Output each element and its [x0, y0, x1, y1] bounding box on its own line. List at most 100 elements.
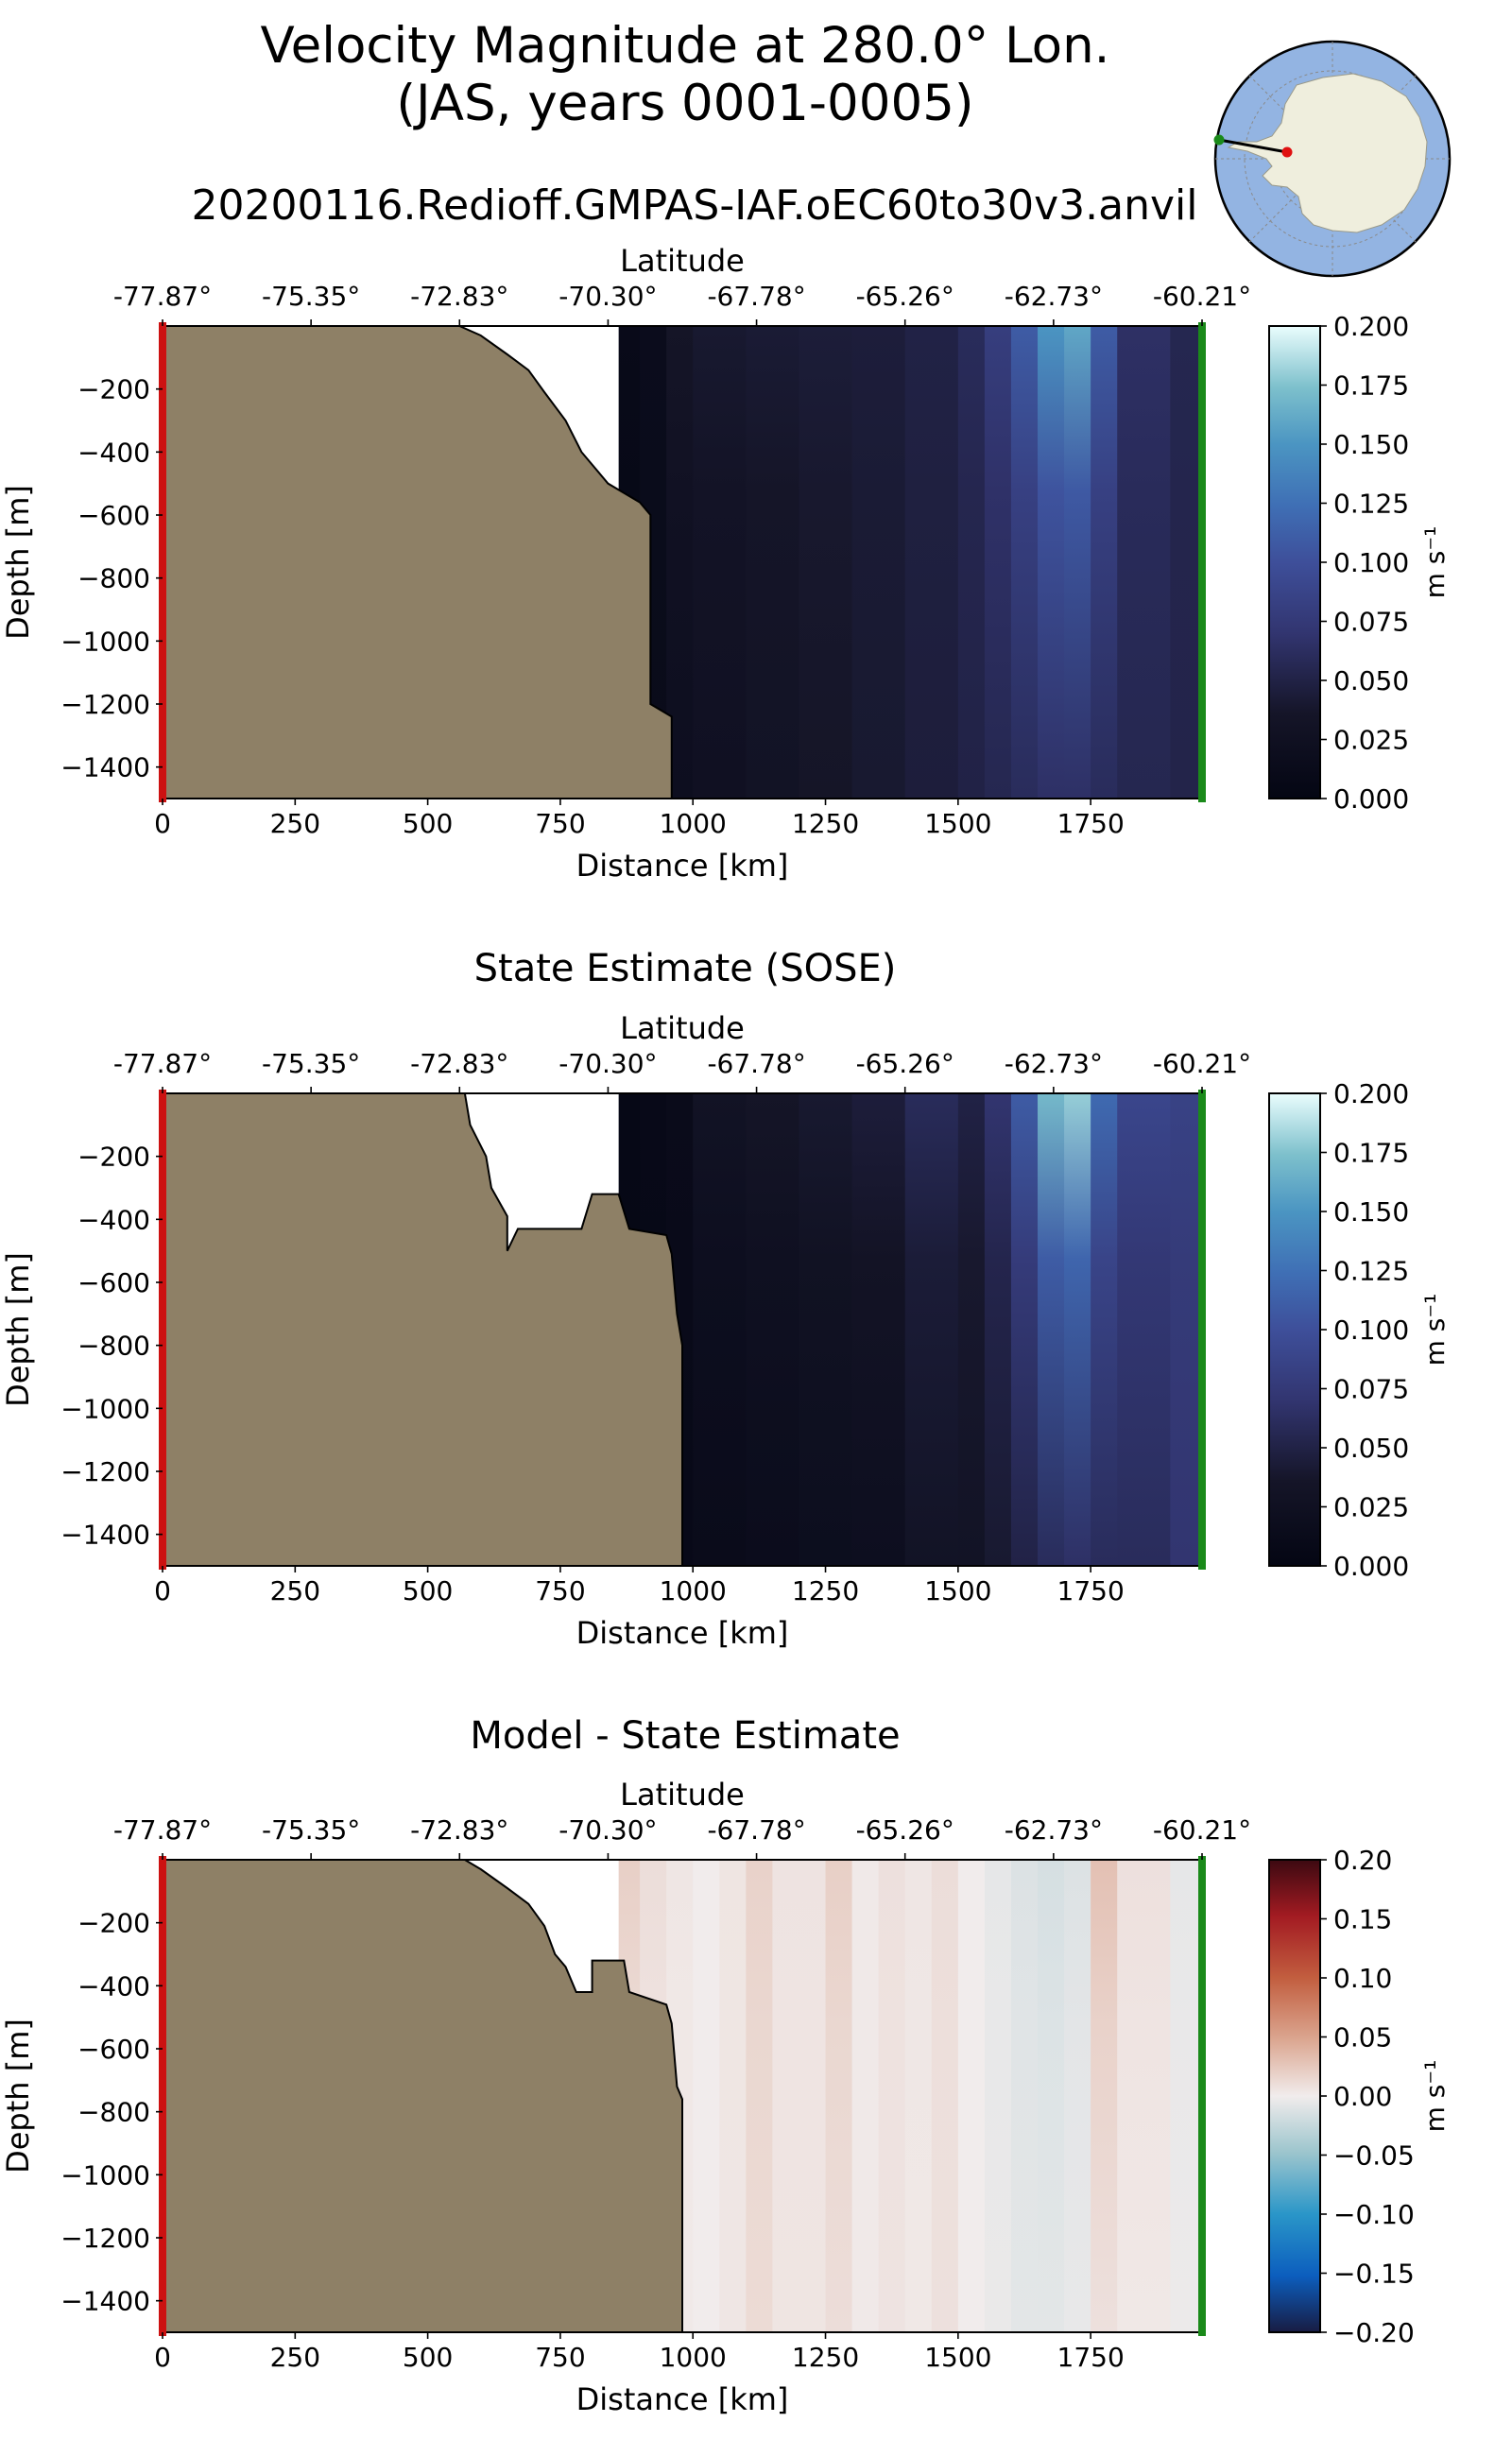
- velocity-strip: [1117, 326, 1172, 799]
- velocity-strip: [957, 1093, 986, 1566]
- velocity-field: [618, 1093, 1203, 1566]
- lat-tick-label: -72.83°: [410, 1048, 508, 1079]
- velocity-strip: [799, 326, 853, 799]
- x-tick-label: 500: [403, 1575, 453, 1606]
- lat-tick-label: -62.73°: [1005, 1048, 1103, 1079]
- velocity-strip: [851, 1093, 906, 1566]
- velocity-strip: [1038, 1093, 1065, 1566]
- y-axis-label: Depth [m]: [0, 485, 36, 640]
- inset-transect-end-point: [1213, 134, 1225, 146]
- colorbar-tick-label: −0.20: [1333, 2317, 1415, 2348]
- colorbar-label: m s⁻¹: [1419, 526, 1451, 599]
- colorbar-tick-label: 0.175: [1333, 1138, 1409, 1169]
- velocity-strip: [693, 1093, 747, 1566]
- lat-tick-label: -72.83°: [410, 1814, 508, 1846]
- colorbar-tick-label: 0.075: [1333, 607, 1409, 638]
- y-tick-label: −600: [77, 2034, 150, 2065]
- lat-tick-label: -65.26°: [856, 281, 954, 312]
- colorbar-tick-label: −0.15: [1333, 2259, 1415, 2290]
- colorbar-tick-label: 0.075: [1333, 1374, 1409, 1405]
- x-axis-label: Distance [km]: [576, 1615, 789, 1651]
- colorbar-tick-label: 0.050: [1333, 665, 1409, 696]
- colorbar-tick-label: 0.125: [1333, 489, 1409, 520]
- y-tick-label: −1200: [60, 1456, 150, 1487]
- colorbar-label: m s⁻¹: [1419, 2060, 1451, 2133]
- transect-end-marker: [1198, 1856, 1206, 2336]
- lat-tick-label: -67.78°: [707, 1048, 805, 1079]
- lat-tick-label: -75.35°: [262, 1814, 360, 1846]
- panel-state-estimate: State Estimate (SOSE) 0 250 500 750 1000 1250…: [0, 947, 1451, 1651]
- top-axis-label: Latitude: [620, 243, 745, 279]
- velocity-strip: [693, 326, 747, 799]
- top-axis-label: Latitude: [620, 1010, 745, 1046]
- velocity-strip: [1010, 326, 1039, 799]
- lat-tick-label: -62.73°: [1005, 281, 1103, 312]
- velocity-strip: [1038, 1860, 1065, 2332]
- velocity-field: [618, 326, 1203, 799]
- velocity-strip: [878, 1860, 906, 2332]
- x-tick-label: 250: [270, 2342, 320, 2373]
- velocity-strip: [851, 1860, 880, 2332]
- y-tick-label: −200: [77, 1142, 150, 1173]
- y-axis-label: Depth [m]: [0, 2019, 36, 2174]
- lat-tick-label: -75.35°: [262, 281, 360, 312]
- velocity-strip: [931, 1860, 959, 2332]
- velocity-strip: [904, 1860, 933, 2332]
- x-tick-label: 1000: [660, 808, 727, 839]
- velocity-strip: [1117, 1860, 1172, 2332]
- colorbar-tick-label: 0.200: [1333, 311, 1409, 342]
- velocity-strip: [1091, 1860, 1119, 2332]
- y-tick-label: −1200: [60, 2223, 150, 2254]
- y-tick-label: −400: [77, 437, 150, 468]
- y-tick-label: −1000: [60, 2159, 150, 2191]
- velocity-strip: [1117, 1093, 1172, 1566]
- velocity-strip: [984, 326, 1012, 799]
- y-tick-label: −400: [77, 1970, 150, 2002]
- colorbar-tick-label: 0.15: [1333, 1904, 1392, 1935]
- velocity-strip: [1010, 1860, 1039, 2332]
- velocity-strip: [851, 326, 906, 799]
- lat-tick-label: -70.30°: [558, 281, 657, 312]
- lat-tick-label: -77.87°: [113, 1048, 212, 1079]
- lat-tick-label: -60.21°: [1153, 1048, 1251, 1079]
- panel-model: 0 250 500 750 1000 1250 1500 1750 Distance [km] −…: [0, 243, 1451, 884]
- y-tick-label: −600: [77, 500, 150, 531]
- inset-transect-line: [1218, 138, 1288, 154]
- inset-transect-start-point: [1281, 146, 1293, 158]
- transect-start-marker: [159, 1090, 166, 1570]
- x-tick-label: 1750: [1057, 1575, 1125, 1606]
- y-tick-label: −800: [77, 1331, 150, 1362]
- colorbar-tick-label: 0.125: [1333, 1256, 1409, 1287]
- land-mask: [163, 326, 672, 799]
- y-tick-label: −1000: [60, 1393, 150, 1424]
- land-mask: [163, 1860, 682, 2332]
- antarctica-landmass: [1227, 73, 1428, 233]
- velocity-strip: [746, 1093, 800, 1566]
- y-tick-label: −1000: [60, 626, 150, 657]
- x-tick-label: 750: [535, 2342, 585, 2373]
- y-tick-label: −200: [77, 374, 150, 405]
- velocity-strip: [1038, 326, 1065, 799]
- colorbar: [1268, 325, 1321, 799]
- x-axis-label: Distance [km]: [576, 2381, 789, 2417]
- colorbar-tick-label: 0.05: [1333, 2022, 1392, 2053]
- y-tick-label: −1400: [60, 752, 150, 783]
- colorbar: [1268, 1092, 1321, 1567]
- colorbar-tick-label: 0.100: [1333, 547, 1409, 578]
- velocity-strip: [1010, 1093, 1039, 1566]
- velocity-strip: [904, 326, 959, 799]
- figure-title-line1: Velocity Magnitude at 280.0° Lon.: [260, 17, 1109, 75]
- colorbar-tick-label: 0.025: [1333, 725, 1409, 756]
- transect-end-marker: [1198, 1090, 1206, 1570]
- colorbar-tick-label: 0.10: [1333, 1963, 1392, 1994]
- panel-title: Model - State Estimate: [470, 1714, 900, 1758]
- antarctica-inset-map: [1213, 40, 1452, 278]
- colorbar: [1268, 1859, 1321, 2333]
- lat-tick-label: -67.78°: [707, 1814, 805, 1846]
- bathymetry-line: [464, 1859, 683, 2332]
- colorbar-tick-label: 0.000: [1333, 783, 1409, 815]
- bathymetry-line: [463, 1092, 683, 1566]
- colorbar-tick-label: −0.10: [1333, 2199, 1415, 2230]
- velocity-strip: [1170, 1860, 1203, 2332]
